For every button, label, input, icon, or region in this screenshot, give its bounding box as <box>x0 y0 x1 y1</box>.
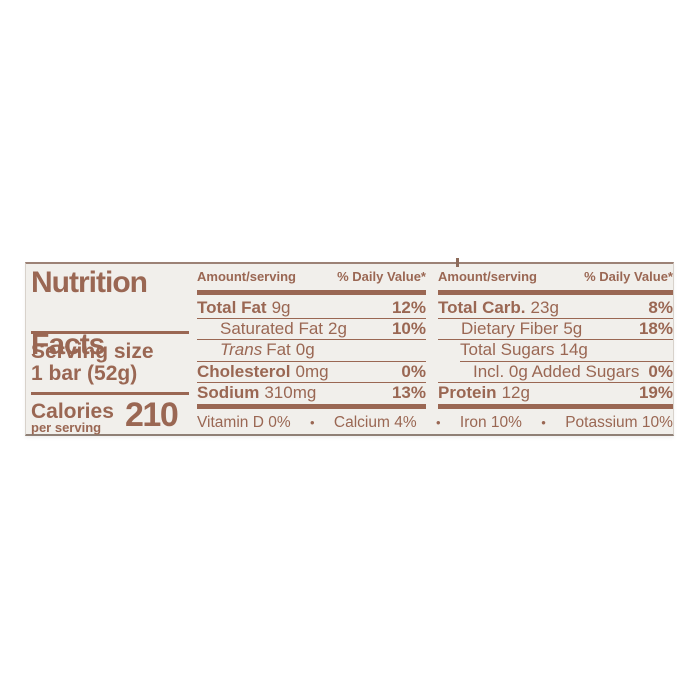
nutrient-daily-value: 13% <box>391 383 426 403</box>
micronutrient-calcium: Calcium 4% <box>333 414 417 431</box>
divider-rule <box>31 392 189 395</box>
nutrient-row-total-carb: Total Carb. 23g 8% <box>438 298 673 320</box>
thick-bar <box>438 404 673 409</box>
amount-per-serving-header: Amount/serving <box>197 269 296 284</box>
micronutrient-vitamin-d: Vitamin D 0% <box>197 414 291 431</box>
nutrient-row-total-sugars: Total Sugars 14g <box>460 340 673 362</box>
nutrient-name: Sodium <box>197 383 260 403</box>
serving-size-label: Serving size <box>31 340 154 363</box>
nutrient-column-2: Amount/serving % Daily Value* Total Carb… <box>438 264 673 434</box>
nutrient-daily-value: 18% <box>638 319 673 339</box>
calories-label: Calories <box>31 400 114 423</box>
nutrient-amount: 5g <box>563 319 583 339</box>
micronutrient-potassium: Potassium 10% <box>565 414 673 431</box>
nutrient-row-total-fat: Total Fat 9g 12% <box>197 298 426 320</box>
nutrient-amount: 310mg <box>264 383 317 403</box>
nutrient-name: Total Sugars <box>460 340 555 360</box>
title-line1: Nutrition <box>31 266 148 299</box>
nutrient-row-saturated-fat: Saturated Fat 2g 10% <box>197 319 426 341</box>
title-line2: Facts <box>31 328 105 361</box>
nutrient-rows: Total Fat 9g 12% Saturated Fat 2g 10% Tran… <box>197 298 426 404</box>
label-left-column: Nutrition Facts Serving size 1 bar (52g)… <box>31 264 191 434</box>
nutrient-row-sodium: Sodium 310mg 13% <box>197 383 426 404</box>
nutrient-amount: 12g <box>501 383 530 403</box>
column-header: Amount/serving % Daily Value* <box>438 270 673 284</box>
nutrient-row-trans-fat: Trans Fat 0g <box>197 340 426 362</box>
nutrient-name: Total Carb. <box>438 298 526 318</box>
nutrient-row-protein: Protein 12g 19% <box>438 383 673 404</box>
nutrient-rows: Total Carb. 23g 8% Dietary Fiber 5g 18% To… <box>438 298 673 404</box>
nutrient-name: Dietary Fiber <box>461 319 559 339</box>
nutrient-daily-value: 19% <box>638 383 673 403</box>
nutrient-amount: 23g <box>530 298 559 318</box>
calories-sublabel: per serving <box>31 420 102 435</box>
nutrient-daily-value: 0% <box>401 361 426 381</box>
nutrient-amount: 9g <box>271 298 291 318</box>
bullet-separator: • <box>435 415 441 430</box>
divider-rule <box>31 331 189 334</box>
micronutrients-row: Vitamin D 0% • Calcium 4% • Iron 10% • P… <box>197 415 673 431</box>
bullet-separator: • <box>309 415 315 430</box>
nutrient-row-cholesterol: Cholesterol 0mg 0% <box>197 362 426 383</box>
nutrient-name: Protein <box>438 383 497 403</box>
nutrient-row-dietary-fiber: Dietary Fiber 5g 18% <box>438 319 673 341</box>
nutrient-column-1: Amount/serving % Daily Value* Total Fat 9… <box>197 264 426 434</box>
nutrient-amount: 0mg <box>295 361 329 381</box>
nutrient-amount: 0g <box>295 340 315 360</box>
column-header: Amount/serving % Daily Value* <box>197 270 426 284</box>
nutrition-facts-label: Nutrition Facts Serving size 1 bar (52g)… <box>25 258 674 436</box>
micronutrient-iron: Iron 10% <box>459 414 522 431</box>
daily-value-header: % Daily Value* <box>337 269 426 284</box>
thick-bar <box>197 290 426 295</box>
registration-tick-mark <box>456 258 459 267</box>
nutrient-amount: 14g <box>559 340 588 360</box>
nutrient-name: Cholesterol <box>197 361 291 381</box>
nutrient-amount: 2g <box>328 319 347 339</box>
daily-value-header: % Daily Value* <box>584 269 673 284</box>
nutrient-name: Total Fat <box>197 298 267 318</box>
calories-value: 210 <box>125 396 179 434</box>
nutrient-name: Saturated Fat <box>220 319 324 339</box>
nutrition-facts-title: Nutrition Facts <box>31 266 148 361</box>
nutrient-daily-value: 8% <box>648 298 673 318</box>
nutrient-daily-value: 0% <box>648 361 673 381</box>
amount-per-serving-header: Amount/serving <box>438 269 537 284</box>
nutrient-daily-value: 10% <box>391 319 426 339</box>
nutrient-name: Incl. 0g Added Sugars <box>473 361 640 381</box>
nutrient-name: Fat <box>266 340 291 360</box>
bullet-separator: • <box>541 415 546 430</box>
thick-bar <box>197 404 426 409</box>
nutrient-daily-value: 12% <box>391 298 426 318</box>
nutrient-row-added-sugars: Incl. 0g Added Sugars 0% <box>438 362 673 383</box>
thick-bar <box>438 290 673 295</box>
nutrient-name-italic: Trans <box>220 340 263 360</box>
serving-size-value: 1 bar (52g) <box>31 362 138 385</box>
